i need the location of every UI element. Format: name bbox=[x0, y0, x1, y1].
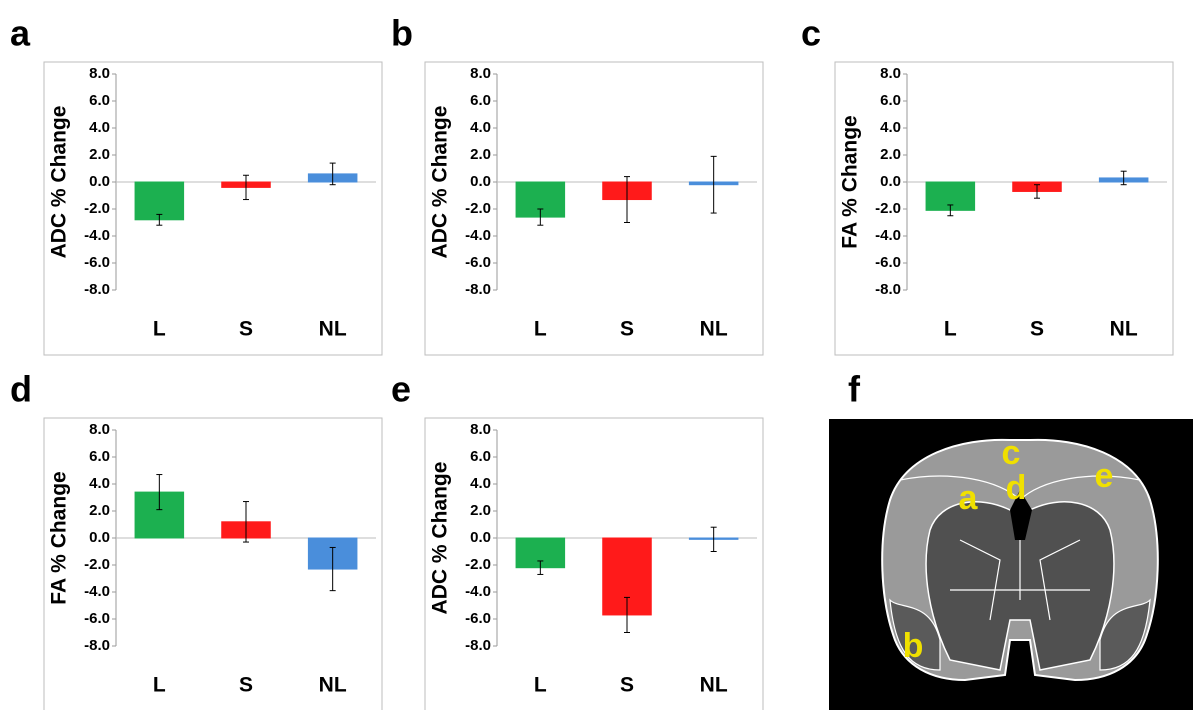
y-tick-label: 0.0 bbox=[89, 173, 110, 190]
panel-letter: c bbox=[801, 13, 821, 54]
y-tick-label: 8.0 bbox=[470, 65, 491, 82]
error-bar bbox=[710, 155, 717, 214]
y-tick-label: 6.0 bbox=[89, 448, 110, 465]
x-tick-label: S bbox=[620, 318, 634, 341]
error-bar bbox=[1120, 170, 1127, 186]
x-tick-label: S bbox=[620, 674, 634, 697]
plot-frame bbox=[424, 61, 764, 356]
error-bar bbox=[329, 546, 336, 592]
y-axis-label: ADC % Change bbox=[429, 462, 452, 615]
error-bar bbox=[156, 474, 163, 511]
region-label: b bbox=[903, 627, 924, 665]
y-tick-label: -4.0 bbox=[875, 227, 901, 244]
y-tick-label: -8.0 bbox=[84, 637, 110, 654]
y-tick-label: 4.0 bbox=[880, 119, 901, 136]
y-tick-label: 8.0 bbox=[89, 65, 110, 82]
error-bar bbox=[1034, 184, 1040, 199]
y-tick-label: -8.0 bbox=[84, 281, 110, 298]
region-label: e bbox=[1095, 457, 1114, 495]
y-tick-label: -4.0 bbox=[84, 583, 110, 600]
y-tick-label: -8.0 bbox=[875, 281, 901, 298]
error-bar bbox=[243, 501, 249, 543]
y-axis-label: ADC % Change bbox=[48, 106, 71, 259]
x-tick-label: L bbox=[534, 674, 547, 697]
error-bar bbox=[243, 174, 249, 201]
brain-image bbox=[829, 419, 1193, 710]
y-tick-label: -4.0 bbox=[465, 583, 491, 600]
plot-frame bbox=[43, 61, 383, 356]
panel-letter: e bbox=[391, 369, 411, 410]
x-tick-label: NL bbox=[700, 674, 728, 697]
panel-letter: a bbox=[10, 13, 31, 54]
y-tick-label: -2.0 bbox=[875, 200, 901, 217]
x-tick-label: L bbox=[534, 318, 547, 341]
y-tick-label: 0.0 bbox=[89, 529, 110, 546]
x-tick-label: S bbox=[1030, 318, 1044, 341]
y-tick-label: -4.0 bbox=[465, 227, 491, 244]
x-tick-label: L bbox=[153, 318, 166, 341]
y-axis-label: FA % Change bbox=[48, 471, 71, 604]
y-tick-label: 8.0 bbox=[470, 421, 491, 438]
error-bar bbox=[624, 176, 630, 223]
y-tick-label: 0.0 bbox=[880, 173, 901, 190]
y-tick-label: 4.0 bbox=[470, 475, 491, 492]
bar bbox=[134, 181, 185, 221]
region-label: a bbox=[959, 479, 979, 517]
y-tick-label: -6.0 bbox=[84, 254, 110, 271]
y-tick-label: 6.0 bbox=[89, 92, 110, 109]
y-tick-label: 2.0 bbox=[880, 146, 901, 163]
y-tick-label: 8.0 bbox=[880, 65, 901, 82]
plot-frame bbox=[424, 417, 764, 712]
y-tick-label: -2.0 bbox=[84, 556, 110, 573]
y-tick-label: -6.0 bbox=[84, 610, 110, 627]
y-tick-label: 6.0 bbox=[470, 448, 491, 465]
y-tick-label: -6.0 bbox=[875, 254, 901, 271]
x-tick-label: NL bbox=[319, 318, 347, 341]
y-tick-label: 2.0 bbox=[470, 146, 491, 163]
error-bar bbox=[156, 213, 163, 226]
error-bar bbox=[537, 208, 544, 226]
x-tick-label: NL bbox=[1110, 318, 1138, 341]
y-tick-label: 2.0 bbox=[470, 502, 491, 519]
y-axis-label: ADC % Change bbox=[429, 106, 452, 259]
y-tick-label: 8.0 bbox=[89, 421, 110, 438]
region-label: c bbox=[1002, 434, 1021, 472]
y-tick-label: -2.0 bbox=[465, 200, 491, 217]
y-tick-label: -8.0 bbox=[465, 637, 491, 654]
y-tick-label: 6.0 bbox=[470, 92, 491, 109]
region-label: d bbox=[1006, 469, 1027, 507]
y-tick-label: -2.0 bbox=[84, 200, 110, 217]
error-bar bbox=[624, 596, 630, 633]
y-axis-label: FA % Change bbox=[839, 115, 862, 248]
x-tick-label: L bbox=[944, 318, 957, 341]
panel-letter: b bbox=[391, 13, 413, 54]
panel-letter: d bbox=[10, 369, 32, 410]
x-tick-label: S bbox=[239, 318, 253, 341]
x-tick-label: NL bbox=[700, 318, 728, 341]
error-bar bbox=[329, 162, 336, 186]
panel-letter: f bbox=[848, 369, 861, 410]
y-tick-label: 0.0 bbox=[470, 173, 491, 190]
x-tick-label: S bbox=[239, 674, 253, 697]
y-tick-label: -2.0 bbox=[465, 556, 491, 573]
y-tick-label: 2.0 bbox=[89, 146, 110, 163]
y-tick-label: 4.0 bbox=[89, 475, 110, 492]
y-tick-label: 6.0 bbox=[880, 92, 901, 109]
y-tick-label: -8.0 bbox=[465, 281, 491, 298]
y-tick-label: -6.0 bbox=[465, 254, 491, 271]
error-bar bbox=[947, 204, 954, 217]
y-tick-label: -4.0 bbox=[84, 227, 110, 244]
error-bar bbox=[710, 526, 717, 552]
y-tick-label: 4.0 bbox=[89, 119, 110, 136]
x-tick-label: L bbox=[153, 674, 166, 697]
y-tick-label: 0.0 bbox=[470, 529, 491, 546]
y-tick-label: 2.0 bbox=[89, 502, 110, 519]
x-tick-label: NL bbox=[319, 674, 347, 697]
plot-frame bbox=[834, 61, 1174, 356]
error-bar bbox=[537, 560, 544, 575]
y-tick-label: 4.0 bbox=[470, 119, 491, 136]
y-tick-label: -6.0 bbox=[465, 610, 491, 627]
